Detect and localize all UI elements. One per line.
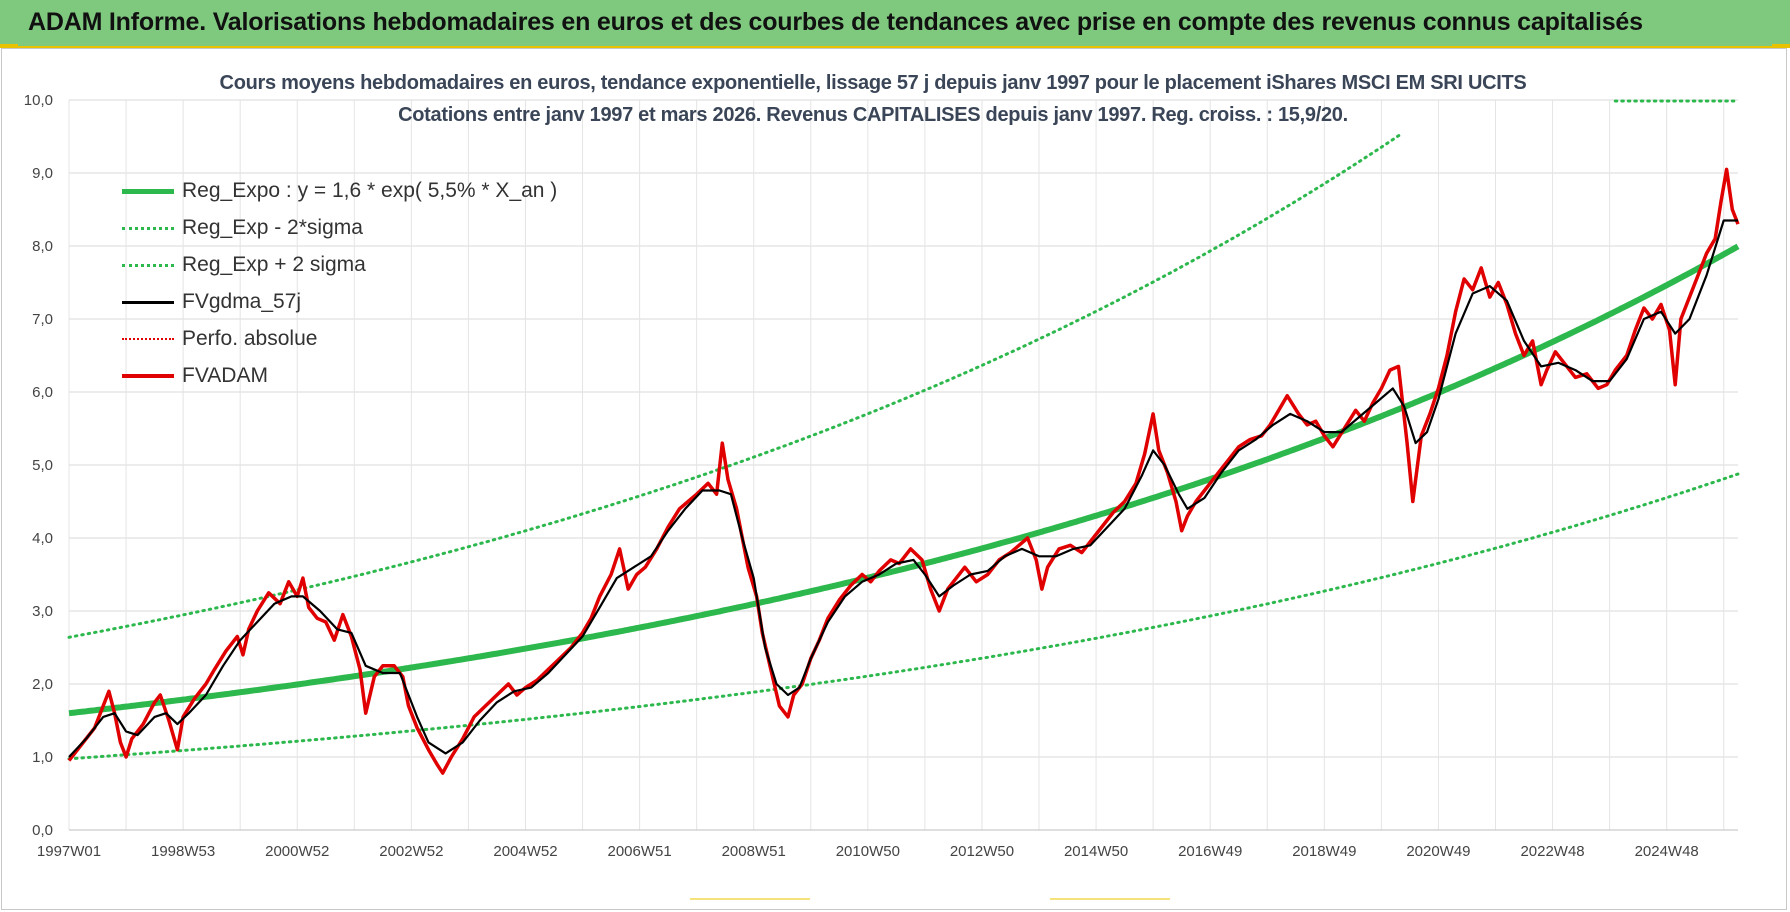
- page-title: ADAM Informe. Valorisations hebdomadaire…: [28, 8, 1643, 36]
- x-tick-label: 1998W53: [151, 843, 215, 860]
- x-tick-label: 2010W50: [836, 843, 900, 860]
- corner-mark: [1772, 44, 1790, 48]
- series-reg-minus-2sigma: [67, 472, 1740, 761]
- chart-axes: 0,0 1,0 2,0 3,0 4,0 5,0 6,0 7,0 8,0 9,0 10,0 1997W0…: [24, 92, 1738, 860]
- legend-item-fvgdma: FVgdma_57j: [122, 287, 301, 317]
- legend-label-reg-plus: Reg_Exp + 2 sigma: [182, 253, 366, 276]
- chart-subtitle: Cotations entre janv 1997 et mars 2026. …: [398, 104, 1348, 126]
- series-fvgdma-57j: [68, 219, 1738, 758]
- x-tick-label: 2004W52: [493, 843, 557, 860]
- footer-mark: [1050, 898, 1170, 900]
- legend-swatch-reg-expo: [122, 188, 174, 194]
- legend-label-fvgdma: FVgdma_57j: [182, 290, 302, 313]
- y-tick-label: 2,0: [32, 676, 53, 693]
- legend-swatch-reg-minus: [122, 226, 174, 230]
- x-tick-label: 2020W49: [1406, 843, 1470, 860]
- legend-label-fvadam: FVADAM: [182, 364, 268, 387]
- y-tick-label: 6,0: [32, 384, 53, 401]
- series-reg-expo: [68, 243, 1740, 717]
- legend-swatch-fvgdma: [122, 300, 174, 304]
- x-tick-label: 2016W49: [1178, 843, 1242, 860]
- legend-label-perfo: Perfo. absolue: [182, 327, 318, 350]
- chart-frame: [1, 48, 1787, 910]
- legend-item-reg-plus: Reg_Exp + 2 sigma: [122, 250, 366, 280]
- x-tick-label: 2022W48: [1520, 843, 1584, 860]
- footer-mark: [690, 898, 810, 900]
- series-fvadam: [67, 167, 1740, 775]
- y-tick-label: 3,0: [32, 603, 53, 620]
- y-tick-label: 4,0: [32, 530, 53, 547]
- legend-swatch-reg-plus: [122, 263, 174, 267]
- legend-label-reg-expo: Reg_Expo : y = 1,6 * exp( 5,5% * X_an ): [182, 179, 558, 202]
- y-tick-label: 7,0: [32, 311, 53, 328]
- legend-item-reg-minus: Reg_Exp - 2*sigma: [122, 213, 363, 243]
- x-tick-label: 2014W50: [1064, 843, 1128, 860]
- y-tick-label: 1,0: [32, 749, 53, 766]
- legend-swatch-perfo: [122, 338, 174, 340]
- chart-gridlines: [68, 99, 1738, 831]
- y-tick-label: 9,0: [32, 165, 53, 182]
- y-tick-label: 5,0: [32, 457, 53, 474]
- x-tick-label: 2002W52: [379, 843, 443, 860]
- corner-mark: [0, 44, 18, 48]
- legend-label-reg-minus: Reg_Exp - 2*sigma: [182, 216, 363, 239]
- x-tick-label: 1997W01: [37, 843, 101, 860]
- x-tick-label: 2012W50: [950, 843, 1014, 860]
- series-reg-plus-2sigma: [67, 132, 1403, 639]
- x-tick-label: 2000W52: [265, 843, 329, 860]
- header-bar: ADAM Informe. Valorisations hebdomadaire…: [0, 0, 1790, 48]
- legend-item-perfo: Perfo. absolue: [122, 324, 317, 354]
- y-tick-label: 10,0: [24, 92, 53, 109]
- x-tick-label: 2006W51: [607, 843, 671, 860]
- y-tick-label: 8,0: [32, 238, 53, 255]
- legend-item-fvadam: FVADAM: [122, 361, 268, 391]
- chart-series-layer: [67, 99, 1740, 775]
- x-tick-label: 2008W51: [722, 843, 786, 860]
- x-tick-label: 2024W48: [1635, 843, 1699, 860]
- legend-swatch-fvadam: [122, 374, 174, 378]
- legend-item-reg-expo: Reg_Expo : y = 1,6 * exp( 5,5% * X_an ): [122, 176, 557, 206]
- x-tick-label: 2018W49: [1292, 843, 1356, 860]
- y-tick-label: 0,0: [32, 822, 53, 839]
- chart-svg: 0,0 1,0 2,0 3,0 4,0 5,0 6,0 7,0 8,0 9,0 10,0 1997W0…: [24, 92, 1740, 860]
- chart-title: Cours moyens hebdomadaires en euros, ten…: [219, 72, 1527, 94]
